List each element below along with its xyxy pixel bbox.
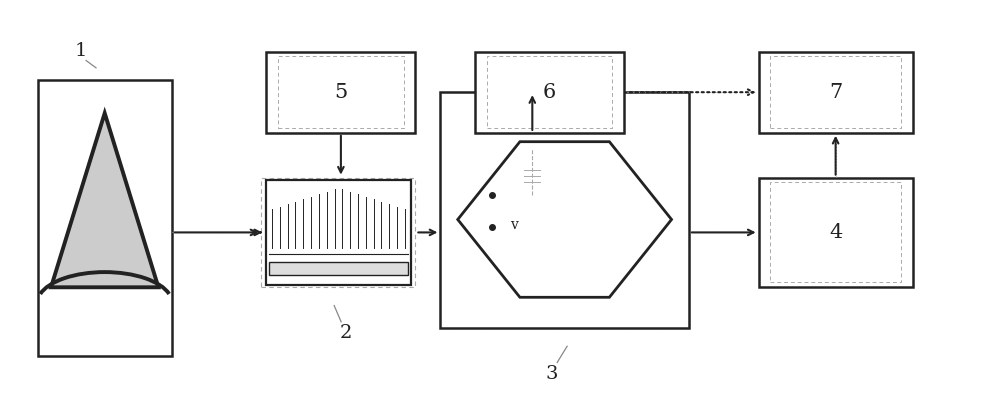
Polygon shape [458,142,672,297]
Text: 5: 5 [334,83,348,102]
Bar [261,178,415,287]
Bar [759,52,913,133]
Bar [770,56,901,128]
Bar [278,56,404,128]
Bar [266,52,415,133]
Bar [487,56,612,128]
Text: 2: 2 [340,324,352,342]
Text: v: v [510,218,518,232]
Bar [440,92,689,328]
Bar [770,183,901,282]
Bar [266,180,411,285]
Bar [269,262,408,275]
Bar [475,52,624,133]
Text: 3: 3 [546,365,558,382]
Bar [440,92,689,328]
Bar [759,178,913,287]
Polygon shape [51,113,158,287]
Text: 1: 1 [75,42,87,60]
Text: 4: 4 [829,223,842,242]
Text: 6: 6 [543,83,556,102]
Text: 7: 7 [829,83,842,102]
Bar [38,80,172,356]
